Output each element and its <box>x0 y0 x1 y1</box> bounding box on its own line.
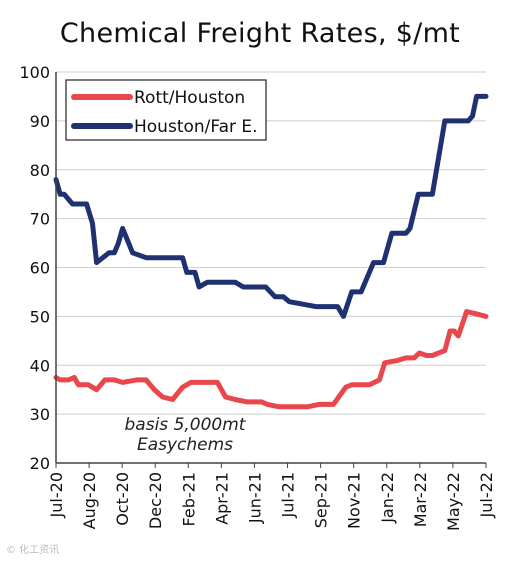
axes <box>55 72 487 468</box>
annotation-line-1: basis 5,000mt <box>125 415 247 435</box>
y-tick-label: 20 <box>30 454 50 473</box>
series-line-1 <box>53 309 489 410</box>
x-tick-label: Nov-21 <box>345 472 364 529</box>
legend-label-1: Rott/Houston <box>134 88 245 108</box>
x-axis-tick-labels: Jul-20 Aug-20 Oct-20 Dec-20 Feb-21 Apr-21 Jun-… <box>47 472 496 531</box>
y-tick-label: 100 <box>19 63 50 82</box>
legend-label-2: Houston/Far E. <box>134 117 258 137</box>
y-tick-label: 90 <box>30 112 50 131</box>
legend: Rott/Houston Houston/Far E. <box>65 79 267 141</box>
y-tick-label: 60 <box>30 259 50 278</box>
watermark: © 化工资讯 <box>6 545 60 556</box>
legend-box <box>65 79 267 141</box>
x-tick-label: May-22 <box>444 472 463 531</box>
x-tick-label: Feb-21 <box>179 472 198 526</box>
x-tick-label: Dec-20 <box>146 472 165 529</box>
y-tick-label: 40 <box>30 356 50 375</box>
y-tick-label: 30 <box>30 405 50 424</box>
x-tick-label: Sep-21 <box>312 472 331 528</box>
x-tick-label: Oct-20 <box>113 472 132 526</box>
x-tick-label: Aug-20 <box>80 472 99 529</box>
y-tick-label: 80 <box>30 161 50 180</box>
x-tick-label: Apr-21 <box>212 472 231 525</box>
annotation-line-2: Easychems <box>137 435 233 455</box>
series-layer <box>53 93 489 410</box>
x-tick-label: Jul-21 <box>279 472 298 518</box>
x-tick-label: Jan-22 <box>378 472 397 524</box>
x-tick-label: Mar-22 <box>411 472 430 527</box>
y-tick-label: 50 <box>30 307 50 326</box>
y-axis-tick-labels: 20 30 40 50 60 70 80 90 100 <box>19 63 50 473</box>
x-tick-label: Jun-21 <box>245 472 264 524</box>
series-line-2 <box>53 93 489 319</box>
gridlines <box>56 71 486 415</box>
chart-title: Chemical Freight Rates, $/mt <box>59 18 461 49</box>
x-tick-label: Jul-20 <box>47 472 66 518</box>
x-tick-label: Jul-22 <box>477 472 496 518</box>
y-tick-label: 70 <box>30 210 50 229</box>
